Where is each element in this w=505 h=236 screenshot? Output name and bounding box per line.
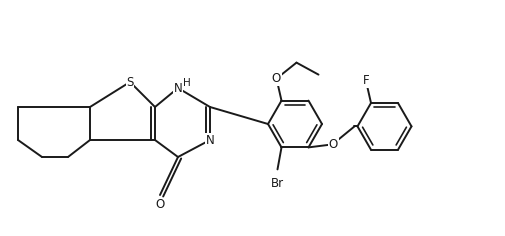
Text: F: F [362,75,369,88]
Text: O: O [328,138,337,151]
Text: O: O [271,72,281,85]
Text: N: N [205,134,214,147]
Text: O: O [155,198,164,211]
Text: Br: Br [270,177,283,190]
Text: S: S [126,76,133,88]
Text: N: N [173,81,182,94]
Text: H: H [183,78,190,88]
